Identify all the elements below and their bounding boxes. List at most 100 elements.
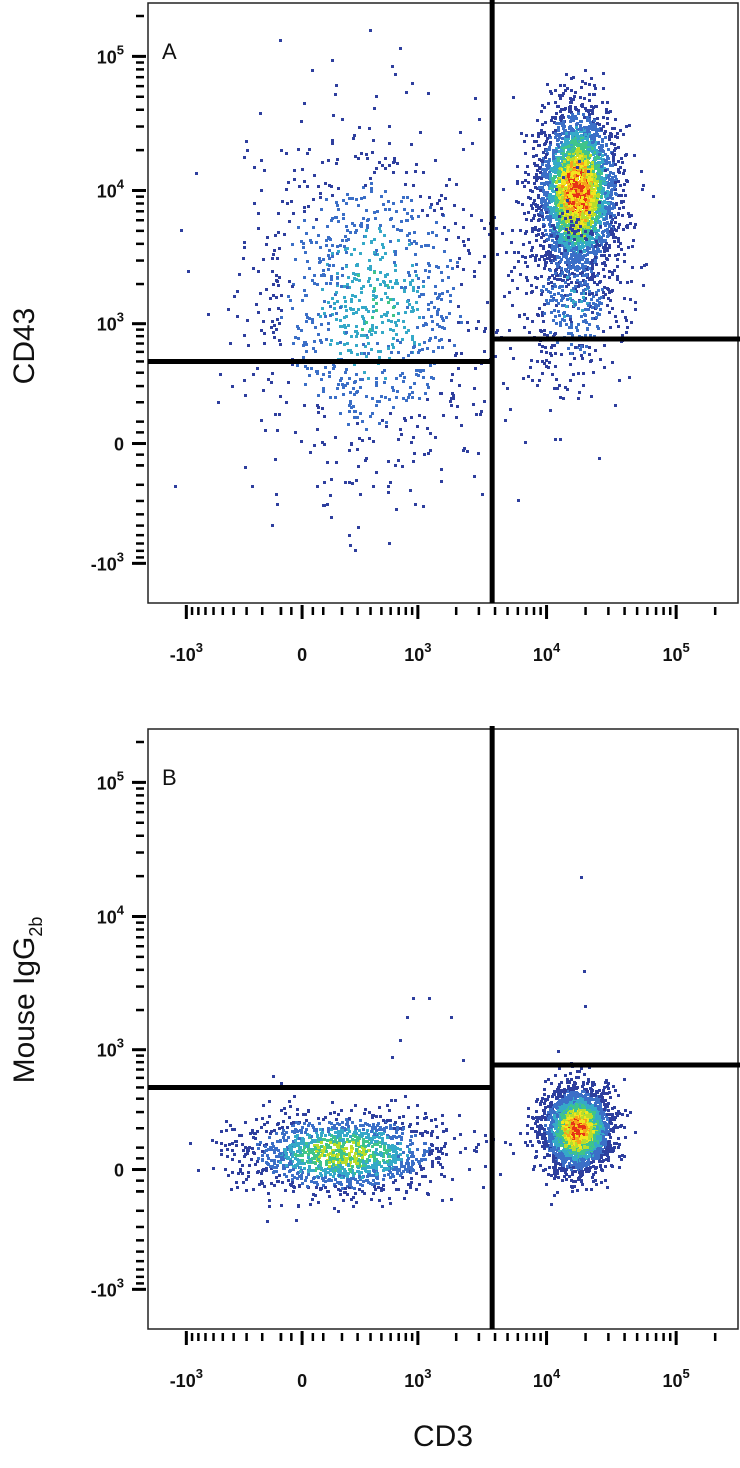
event-dot bbox=[416, 326, 419, 329]
event-dot bbox=[569, 209, 572, 212]
event-dot bbox=[318, 257, 321, 260]
event-dot bbox=[555, 304, 558, 307]
event-dot bbox=[604, 153, 607, 156]
event-dot bbox=[563, 213, 566, 216]
event-dot bbox=[395, 396, 398, 399]
event-dot bbox=[541, 255, 544, 258]
event-dot bbox=[575, 211, 578, 214]
event-dot bbox=[566, 258, 569, 261]
event-dot bbox=[430, 1152, 433, 1155]
event-dot bbox=[608, 246, 611, 249]
event-dot bbox=[376, 1140, 379, 1143]
event-dot bbox=[561, 122, 564, 125]
event-dot bbox=[422, 324, 425, 327]
event-dot bbox=[601, 169, 604, 172]
event-dot bbox=[383, 313, 386, 316]
event-dot bbox=[399, 47, 402, 50]
event-dot bbox=[346, 193, 349, 196]
event-dot bbox=[581, 271, 584, 274]
event-dot bbox=[552, 180, 555, 183]
event-dot bbox=[537, 144, 540, 147]
event-dot bbox=[368, 277, 371, 280]
event-dot bbox=[622, 172, 625, 175]
event-dot bbox=[550, 213, 553, 216]
event-dot bbox=[589, 147, 592, 150]
event-dot bbox=[329, 494, 332, 497]
event-dot bbox=[560, 108, 563, 111]
event-dot bbox=[591, 278, 594, 281]
event-dot bbox=[405, 247, 408, 250]
event-dot bbox=[631, 245, 634, 248]
event-dot bbox=[274, 234, 277, 237]
event-dot bbox=[555, 205, 558, 208]
event-dot bbox=[596, 299, 599, 302]
event-dot bbox=[558, 256, 561, 259]
event-dot bbox=[545, 251, 548, 254]
event-dot bbox=[576, 193, 579, 196]
event-dot bbox=[561, 156, 564, 159]
event-dot bbox=[544, 134, 547, 137]
event-dot bbox=[385, 314, 388, 317]
event-dot bbox=[572, 264, 575, 267]
event-dot bbox=[614, 254, 617, 257]
event-dot bbox=[571, 172, 574, 175]
event-dot bbox=[437, 296, 440, 299]
event-dot bbox=[599, 250, 602, 253]
event-dot bbox=[370, 1198, 373, 1201]
event-dot bbox=[337, 1188, 340, 1191]
event-dot bbox=[327, 268, 330, 271]
event-dot bbox=[415, 274, 418, 277]
event-dot bbox=[562, 397, 565, 400]
event-dot bbox=[322, 387, 325, 390]
event-dot bbox=[369, 415, 372, 418]
event-dot bbox=[310, 367, 313, 370]
event-dot bbox=[374, 217, 377, 220]
event-dot bbox=[602, 240, 605, 243]
event-dot bbox=[600, 128, 603, 131]
event-dot bbox=[561, 161, 564, 164]
event-dot bbox=[408, 274, 411, 277]
event-dot bbox=[368, 259, 371, 262]
event-dot bbox=[586, 249, 589, 252]
event-dot bbox=[331, 194, 334, 197]
event-dot bbox=[426, 214, 429, 217]
event-dot bbox=[597, 177, 600, 180]
event-dot bbox=[596, 122, 599, 125]
event-dot bbox=[624, 316, 627, 319]
event-dot bbox=[571, 244, 574, 247]
event-dot bbox=[440, 271, 443, 274]
event-dot bbox=[559, 110, 562, 113]
event-dot bbox=[257, 227, 260, 230]
event-dot bbox=[606, 155, 609, 158]
event-dot bbox=[614, 404, 617, 407]
event-dot bbox=[543, 267, 546, 270]
event-dot bbox=[509, 347, 512, 350]
event-dot bbox=[294, 258, 297, 261]
event-dot bbox=[244, 466, 247, 469]
event-dot bbox=[619, 281, 622, 284]
event-dot bbox=[275, 296, 278, 299]
event-dot bbox=[586, 240, 589, 243]
event-dot bbox=[604, 206, 607, 209]
event-dot bbox=[617, 180, 620, 183]
event-dot bbox=[380, 315, 383, 318]
event-dot bbox=[238, 273, 241, 276]
event-dot bbox=[414, 270, 417, 273]
event-dot bbox=[424, 322, 427, 325]
event-dot bbox=[321, 307, 324, 310]
event-dot bbox=[620, 194, 623, 197]
event-dot bbox=[577, 112, 580, 115]
event-dot bbox=[577, 135, 580, 138]
event-dot bbox=[542, 218, 545, 221]
event-dot bbox=[302, 344, 305, 347]
event-dot bbox=[346, 1140, 349, 1143]
event-dot bbox=[593, 93, 596, 96]
event-dot bbox=[594, 165, 597, 168]
event-dot bbox=[327, 1153, 330, 1156]
event-dot bbox=[431, 231, 434, 234]
event-dot bbox=[332, 1175, 335, 1178]
event-dot bbox=[579, 216, 582, 219]
event-dot bbox=[586, 138, 589, 141]
event-dot bbox=[422, 285, 425, 288]
event-dot bbox=[591, 192, 594, 195]
